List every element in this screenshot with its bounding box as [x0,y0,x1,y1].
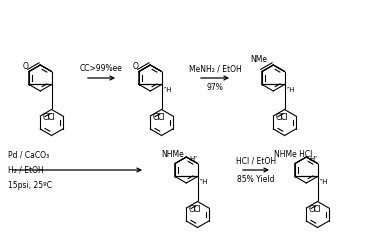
Text: Pd / CaCO₃: Pd / CaCO₃ [8,151,49,160]
Text: Cl: Cl [275,113,283,122]
Text: H′′: H′′ [309,156,318,162]
Text: CC>99%ee: CC>99%ee [80,64,123,73]
Text: NHMe HCl: NHMe HCl [274,151,312,160]
Text: ′′H: ′′H [287,87,295,93]
Text: ′′H: ′′H [164,87,172,93]
Text: Cl: Cl [308,205,316,214]
Text: NHMe: NHMe [162,151,184,160]
Text: 97%: 97% [207,83,223,92]
Text: Cl: Cl [42,113,50,122]
Text: Cl: Cl [194,205,201,214]
Text: Cl: Cl [188,205,196,214]
Text: O: O [133,62,139,71]
Text: 85% Yield: 85% Yield [237,175,275,184]
Text: H₂ / EtOH: H₂ / EtOH [8,165,44,174]
Text: Cl: Cl [48,113,55,122]
Text: Cl: Cl [152,113,160,122]
Text: ′′H: ′′H [200,178,208,185]
Text: ′′H: ′′H [320,178,328,185]
Text: Cl: Cl [158,113,165,122]
Text: Cl: Cl [281,113,288,122]
Text: Cl: Cl [314,205,321,214]
Text: MeNH₂ / EtOH: MeNH₂ / EtOH [189,64,241,73]
Text: O: O [23,62,29,71]
Text: H′′: H′′ [189,156,198,162]
Text: 15psi, 25ºC: 15psi, 25ºC [8,181,52,190]
Text: HCl / EtOH: HCl / EtOH [236,156,276,165]
Text: NMe: NMe [250,55,268,64]
